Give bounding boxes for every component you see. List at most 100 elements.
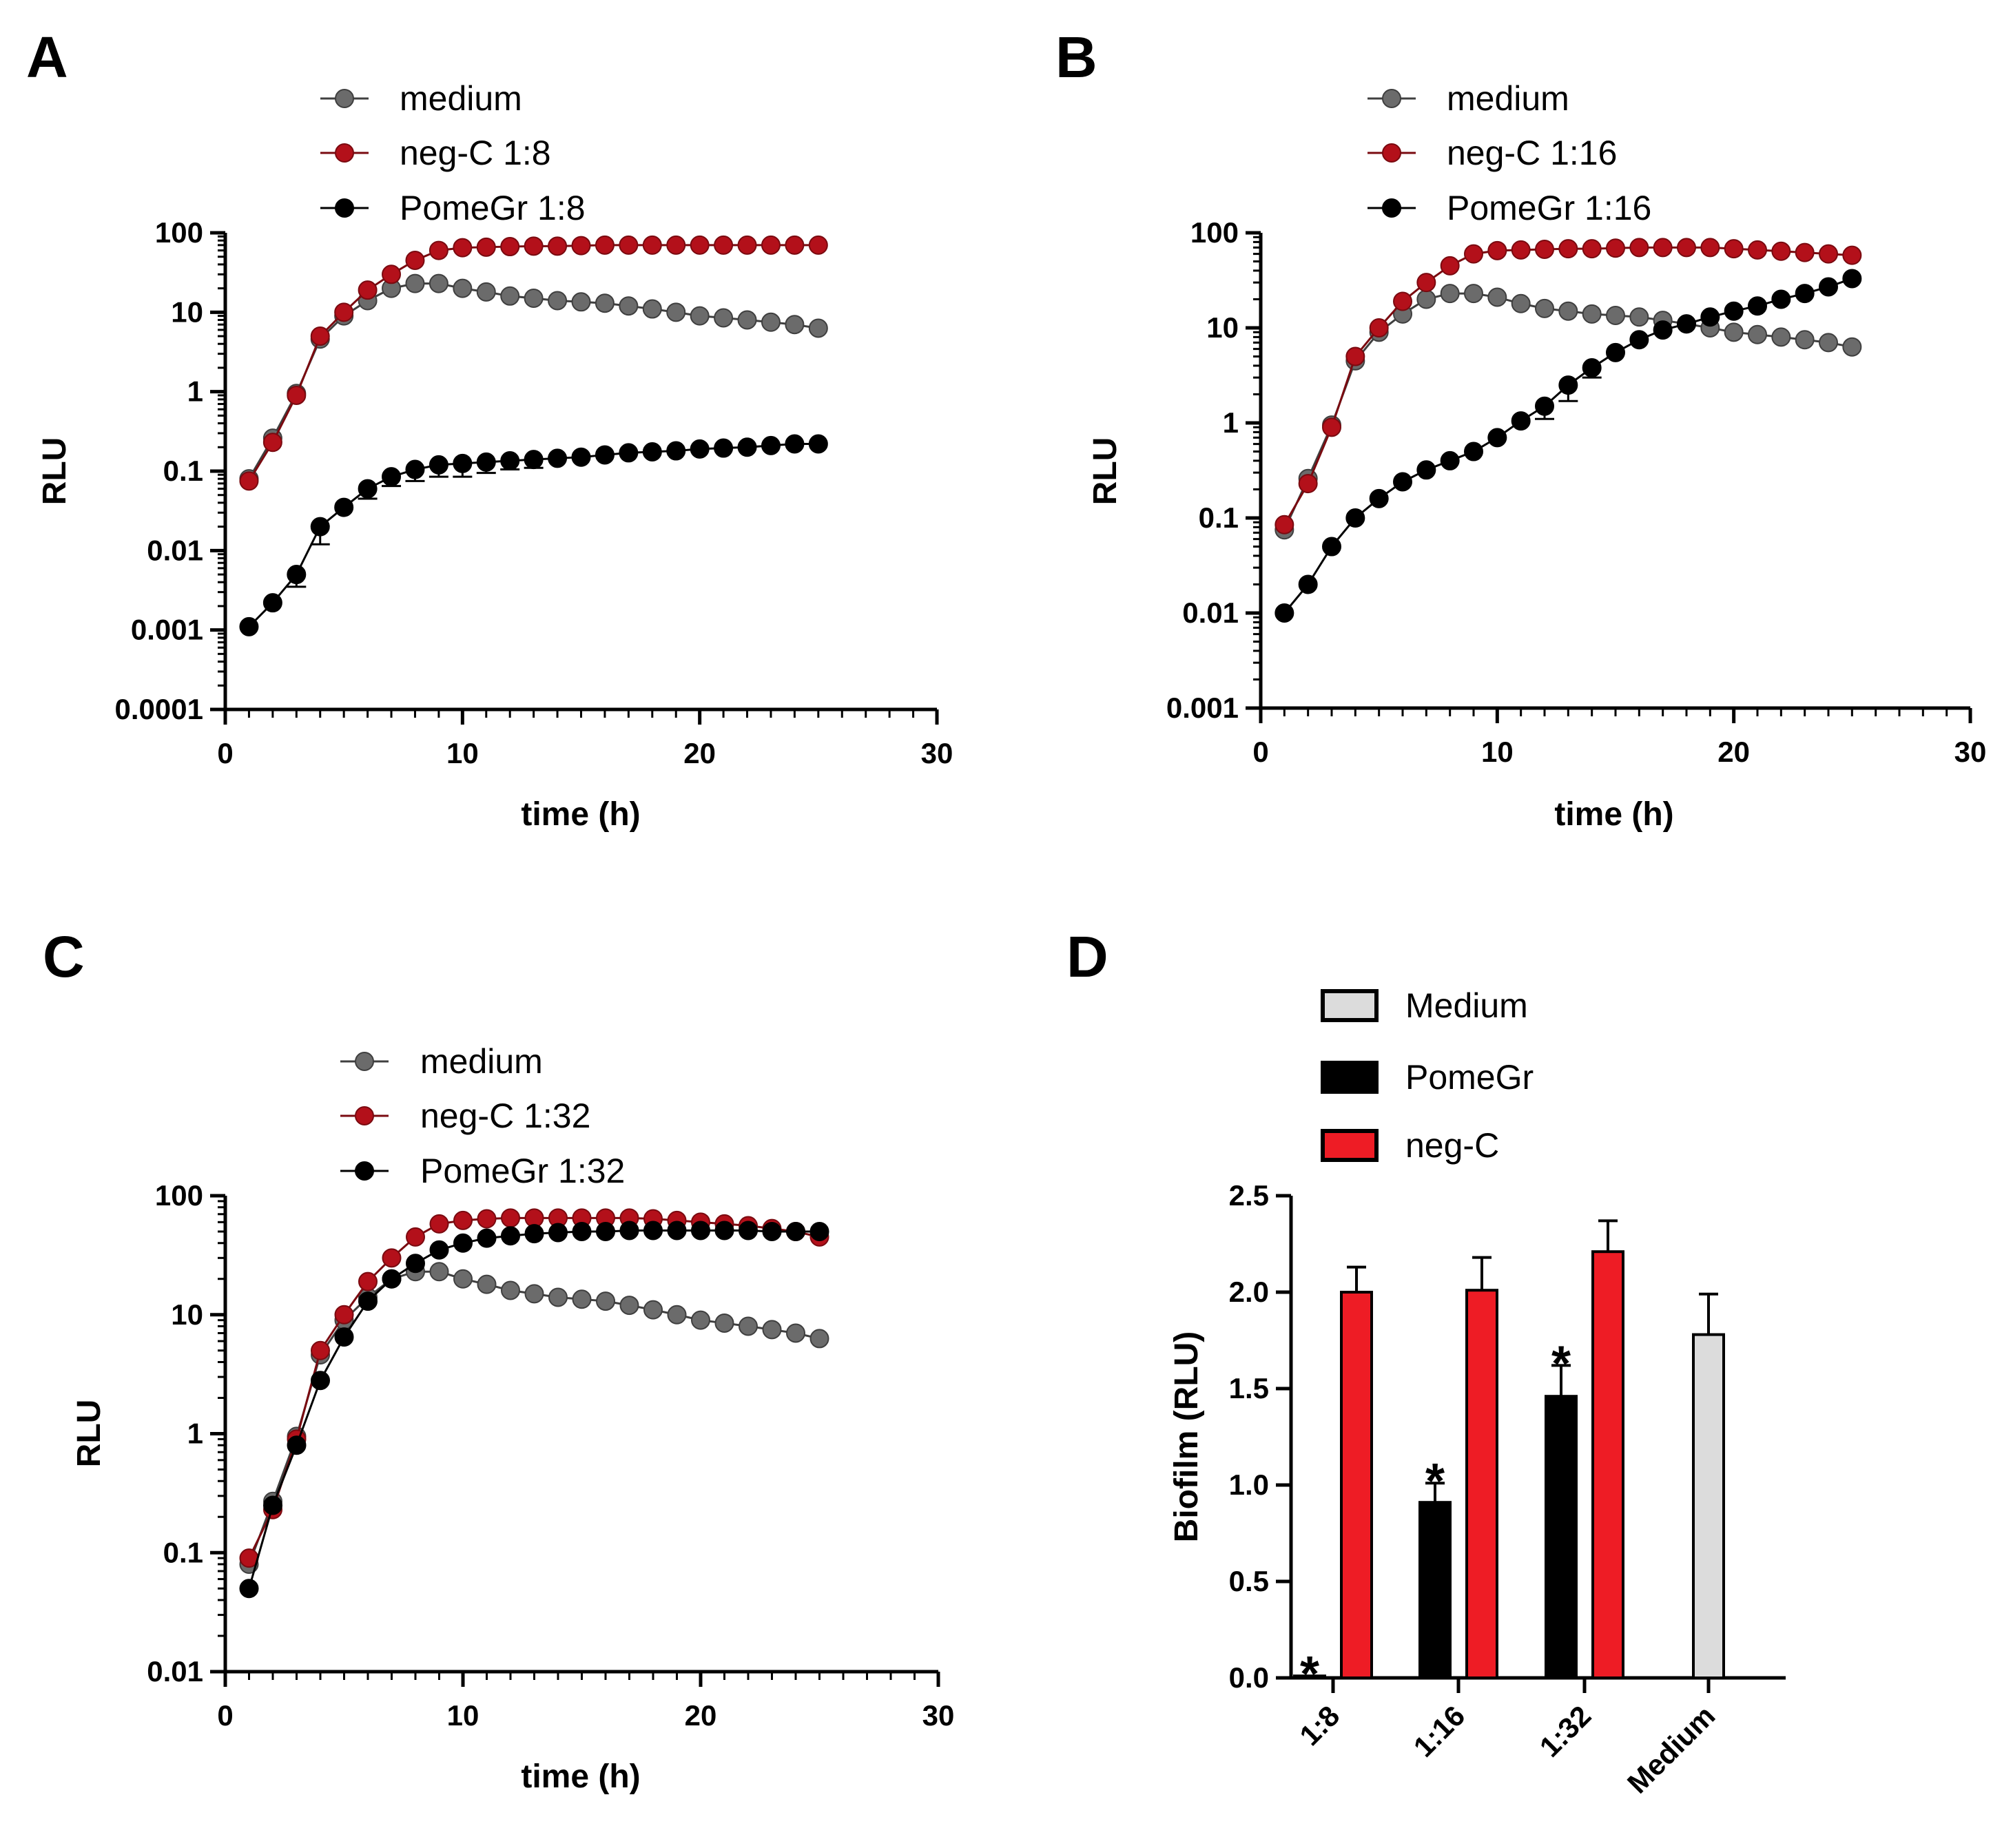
data-point [619,443,639,463]
x-tick-label: 10 [447,1699,479,1732]
data-point [1724,322,1744,342]
data-point [477,1228,497,1248]
data-point [548,236,568,256]
panel-letter: A [26,25,68,90]
data-point [762,1222,782,1242]
data-point [1464,284,1483,304]
legend-label: PomeGr 1:8 [400,189,586,227]
data-point [1558,301,1578,321]
y-tick-label: 10 [171,1298,203,1331]
x-tick-label: 20 [683,737,716,769]
data-point [453,1233,473,1253]
data-point [690,306,710,326]
data-point [1487,287,1507,307]
data-point [1275,603,1294,623]
legend-label: neg-C 1:16 [1447,134,1617,172]
data-point [1440,450,1460,470]
data-point [477,1274,497,1294]
y-tick-label: 2.0 [1229,1276,1269,1308]
data-point [571,447,591,467]
data-point [501,1280,520,1300]
y-tick-label: 0.5 [1229,1565,1269,1597]
data-point [1653,320,1673,340]
bar [1340,1291,1373,1679]
data-point [1511,293,1531,313]
data-point [761,435,781,455]
x-tick-label: 1:32 [1534,1699,1598,1763]
data-point [334,1305,354,1325]
data-point [405,459,425,479]
data-point [1345,346,1365,366]
data-point [1298,574,1318,594]
series-line [248,1216,820,1559]
data-point [1819,244,1838,264]
data-point [596,1291,615,1311]
data-point [1629,238,1649,258]
data-point [737,437,757,457]
data-point [1369,488,1389,508]
significance-star: * [1551,1336,1571,1391]
data-point [691,1310,710,1330]
data-point [406,1227,425,1247]
data-point [1819,333,1838,353]
data-point [1511,240,1531,260]
data-point [739,1221,758,1240]
data-point [1582,239,1602,259]
data-point [786,1323,805,1343]
data-point [1677,314,1696,334]
data-point [1322,417,1341,437]
y-axis-title: RLU [37,437,73,506]
y-tick-label: 100 [155,1179,203,1212]
legend-marker [335,89,354,108]
y-tick-label: 0.1 [1199,501,1239,534]
data-point [287,565,307,585]
legend-swatch [1321,1129,1379,1162]
data-point [239,471,259,491]
data-point [667,1305,687,1325]
x-axis-title: time (h) [521,1758,640,1795]
panel-c: C 0.01 0.1 1 10 100 0 10 20 30 time (h) RLU medium ne… [43,924,954,1795]
data-point [1558,239,1578,259]
x-axis-title: time (h) [1554,796,1673,833]
data-point [524,236,544,256]
legend-label: PomeGr 1:32 [420,1152,625,1190]
data-point [619,235,639,255]
data-point [476,237,496,257]
data-point [1487,428,1507,448]
data-point [714,438,734,458]
data-point [1819,277,1838,297]
legend-marker [355,1052,374,1071]
data-point [429,1214,449,1234]
data-point [785,235,805,255]
legend-label: neg-C 1:8 [400,134,551,172]
data-point [263,1495,282,1515]
data-point [311,1340,330,1360]
data-point [1842,269,1862,289]
data-point [1487,240,1507,260]
panel-d: D 0.0 0.5 1.0 1.5 2.0 2.5 Biofilm (RLU) 1:8 1:16 1… [1066,924,1786,1800]
x-tick-label: 10 [446,737,479,769]
y-tick-label: 1.0 [1229,1468,1269,1501]
data-point [262,593,282,613]
data-point [548,1287,568,1307]
legend-label: medium [420,1042,543,1081]
data-point [382,1248,402,1268]
data-point [1558,375,1578,395]
data-point [524,1224,544,1244]
data-point [239,616,259,636]
data-point [643,1221,663,1240]
y-axis-title: RLU [1087,437,1124,506]
legend-label: neg-C 1:32 [420,1097,590,1135]
data-point [642,299,662,319]
data-point [1677,238,1696,258]
data-point [1345,508,1365,528]
data-point [500,237,520,257]
data-point [1653,238,1673,258]
data-point [311,1371,330,1391]
data-point [358,1271,378,1291]
data-point [1298,474,1318,494]
x-tick-label: 0 [217,1699,233,1732]
data-point [737,310,757,330]
data-point [500,286,520,306]
y-tick-label: 10 [171,295,203,328]
